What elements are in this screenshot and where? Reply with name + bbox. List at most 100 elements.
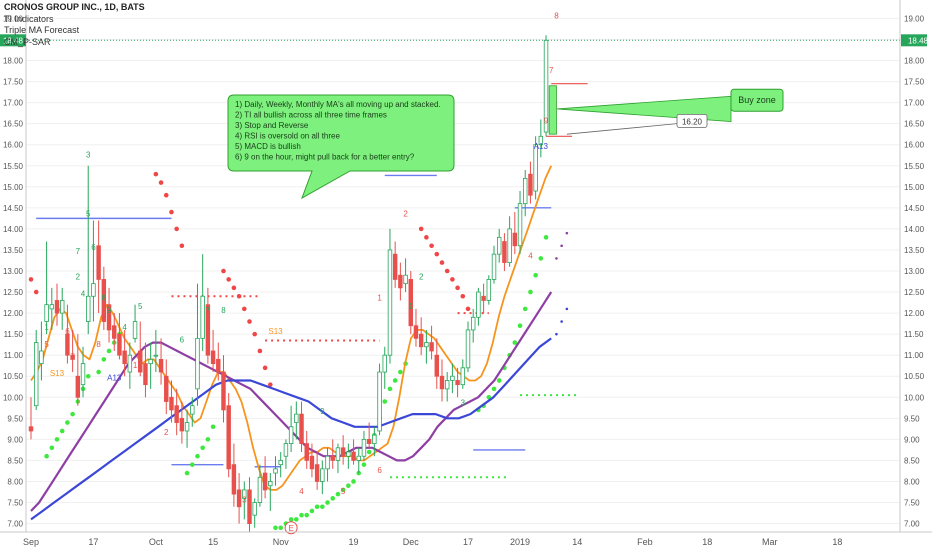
y-tick-label-left: 14.00	[3, 225, 24, 234]
candle-up	[200, 295, 205, 339]
candle-down	[418, 333, 424, 348]
candle-down	[101, 279, 107, 322]
candle-down	[236, 489, 242, 508]
candle-up	[460, 367, 466, 386]
psar-dot-up	[320, 504, 325, 510]
y-tick-label-right: 11.50	[904, 330, 924, 339]
x-tick-label: 17	[88, 537, 98, 547]
last-price-tag-right-text: 18.48	[908, 36, 929, 45]
y-tick-label-right: 9.00	[904, 435, 920, 444]
candle-up	[377, 371, 382, 432]
candle-down	[512, 232, 518, 247]
y-tick-label-left: 8.00	[7, 477, 23, 486]
psar-dot-up	[528, 289, 533, 295]
price-label-box	[676, 114, 708, 128]
candle-down	[221, 371, 226, 411]
td-count-label: 8	[554, 11, 559, 20]
td-count-label: 4	[122, 323, 127, 332]
candle-up	[382, 354, 387, 373]
candle-down	[216, 359, 221, 373]
candle-up	[486, 279, 492, 301]
psar-dot-down	[236, 293, 242, 299]
candle-down	[429, 342, 434, 352]
candle-down	[28, 426, 34, 432]
psar-dot-up	[361, 462, 367, 467]
psar-dot-up	[294, 517, 299, 522]
y-tick-label-left: 18.00	[3, 57, 24, 66]
psar-dot-up	[330, 496, 336, 501]
psar-dot-up	[299, 512, 304, 518]
candle-up	[325, 455, 330, 470]
psar-dot-down	[424, 235, 429, 240]
y-tick-label-right: 7.00	[904, 520, 920, 529]
buy-zone-callout	[730, 88, 784, 112]
x-tick-label: 2019	[510, 537, 530, 547]
notes-line: 3) Stop and Reverse	[235, 121, 309, 130]
y-tick-label-left: 16.50	[3, 120, 24, 129]
candle-up	[257, 476, 263, 503]
psar-dot-down	[460, 293, 466, 299]
psar-dot-down	[465, 306, 471, 312]
candle-down	[351, 451, 356, 461]
candle-up	[39, 350, 44, 365]
candle-down	[413, 325, 419, 339]
y-tick-label-left: 7.00	[7, 520, 23, 529]
y-tick-label-right: 10.00	[904, 393, 925, 402]
candle-up	[517, 203, 523, 247]
ma-forecast-dot	[565, 307, 569, 311]
td-count-label: 1	[409, 302, 414, 311]
candle-up	[356, 455, 361, 461]
x-tick-label: 17	[463, 537, 473, 547]
candle-down	[340, 447, 346, 457]
candle-up	[127, 354, 133, 373]
psar-dot-down	[221, 268, 226, 274]
candle-down	[330, 455, 335, 461]
candle-up	[538, 135, 544, 146]
td-count-label: 1	[133, 361, 138, 370]
y-tick-label-right: 8.00	[904, 477, 920, 486]
y-tick-label-right: 11.00	[904, 351, 924, 360]
psar-dot-up	[205, 437, 211, 442]
psar-dot-up	[496, 378, 502, 383]
candle-down	[158, 359, 164, 373]
psar-dot-up	[387, 386, 393, 392]
td-count-label: 7	[206, 306, 211, 315]
last-price-tag-left-text: 18.48	[3, 36, 24, 45]
candle-up	[320, 468, 325, 482]
candle-up	[450, 375, 455, 381]
psar-dot-down	[179, 243, 185, 249]
psar-dot-down	[455, 285, 460, 291]
y-tick-label-right: 17.50	[904, 78, 925, 87]
grid	[26, 0, 900, 532]
x-tick-label: 14	[572, 537, 582, 547]
candle-down	[314, 464, 320, 482]
candle-up	[533, 144, 538, 192]
y-tick-label-left: 7.50	[7, 499, 23, 508]
psar-dot-down	[418, 226, 424, 232]
y-tick-label-left: 15.00	[3, 183, 24, 192]
x-tick-label: Dec	[403, 537, 420, 547]
candle-up	[91, 283, 96, 297]
psar-dot-up	[59, 428, 65, 434]
psar-dot-up	[65, 420, 70, 425]
candle-down	[112, 325, 117, 339]
y-tick-label-right: 13.00	[904, 267, 925, 276]
y-tick-label-left: 12.00	[3, 309, 24, 318]
td-count-label: 7	[70, 352, 75, 361]
psar-dot-up	[278, 525, 284, 531]
legend-triple-ma[interactable]: Triple MA Forecast	[4, 25, 80, 35]
psar-dot-up	[325, 500, 330, 505]
psar-dot-down	[163, 192, 169, 198]
y-tick-label-left: 9.00	[7, 435, 23, 444]
psar-dot-down	[444, 268, 450, 274]
psar-dot-up	[200, 445, 205, 451]
ma-forecast-dot	[555, 257, 558, 260]
psar-dot-up	[522, 306, 528, 312]
legend-ti-indicators[interactable]: TI Indicators	[4, 13, 54, 24]
psar-dot-down	[28, 277, 34, 282]
candle-down	[262, 472, 268, 491]
legend-psar[interactable]: CM_P-SAR	[4, 36, 51, 47]
psar-dot-up	[195, 453, 200, 459]
psar-dot-up	[44, 453, 49, 459]
psar-dot-down	[252, 331, 258, 337]
